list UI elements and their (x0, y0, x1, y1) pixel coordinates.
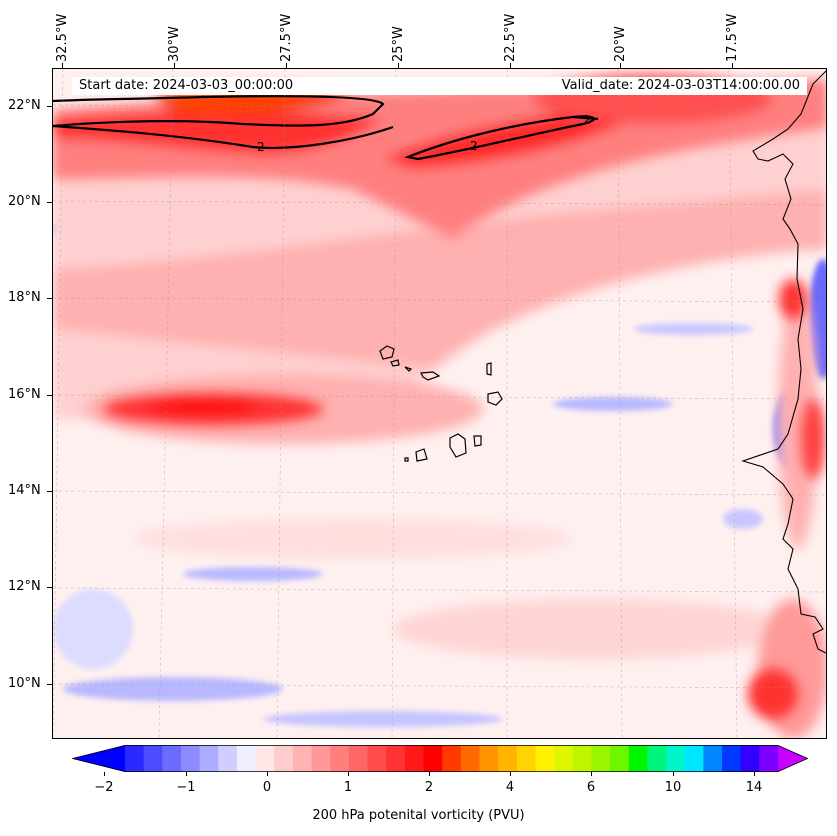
colorbar-tick (348, 772, 349, 776)
latitude-tick (47, 684, 52, 685)
longitude-tick (398, 63, 399, 68)
contour-label: 2 (257, 140, 265, 154)
colorbar-tick (510, 772, 511, 776)
longitude-label: 25°W (391, 26, 406, 62)
colorbar-segment (367, 745, 387, 772)
colorbar-segment (274, 745, 294, 772)
colorbar-segment (610, 745, 630, 772)
colorbar-segment (554, 745, 574, 772)
colorbar-segment (423, 745, 443, 772)
latitude-tick (47, 491, 52, 492)
longitude-tick (174, 63, 175, 68)
colorbar-tick-label: −1 (176, 780, 196, 795)
latitude-tick (47, 106, 52, 107)
african-coastline (741, 70, 826, 654)
colorbar-tick-label: −2 (94, 780, 114, 795)
latitude-label: 18°N (8, 290, 41, 305)
colorbar-segment (386, 745, 406, 772)
colorbar-segment (703, 745, 723, 772)
map-title-bar: Start date: 2024-03-03_00:00:00 Valid_da… (72, 77, 807, 95)
colorbar-segment (740, 745, 760, 772)
colorbar-segment (647, 745, 667, 772)
longitude-tick (62, 63, 63, 68)
longitude-tick (732, 63, 733, 68)
colorbar (72, 745, 808, 772)
colorbar-tick (267, 772, 268, 776)
latitude-tick (47, 587, 52, 588)
colorbar-segment (498, 745, 518, 772)
colorbar-segment (535, 745, 555, 772)
colorbar-tick (591, 772, 592, 776)
colorbar-tick (754, 772, 755, 776)
colorbar-tick-label: 6 (586, 780, 596, 795)
colorbar-segment (460, 745, 481, 772)
longitude-tick (620, 63, 621, 68)
colorbar-extend-max (778, 745, 808, 772)
longitude-label: 30°W (167, 26, 182, 62)
colorbar-segment (218, 745, 238, 772)
map-panel: 2 2 2 (52, 68, 827, 739)
longitude-label: 22.5°W (503, 13, 518, 62)
latitude-label: 20°N (8, 194, 41, 209)
longitude-label: 27.5°W (279, 13, 294, 62)
start-date-label: Start date: 2024-03-03_00:00:00 (79, 78, 294, 93)
colorbar-tick-label: 0 (262, 780, 272, 795)
latitude-label: 10°N (8, 676, 41, 691)
latitude-tick (47, 395, 52, 396)
valid-date-label: Valid_date: 2024-03-03T14:00:00.00 (561, 78, 800, 93)
longitude-label: 20°W (613, 26, 628, 62)
contour-label: 2 (583, 113, 591, 127)
colorbar-tick-label: 14 (745, 780, 763, 795)
colorbar-segment (516, 745, 537, 772)
latitude-label: 12°N (8, 579, 41, 594)
colorbar-tick (104, 772, 105, 776)
cape-verde-islands (379, 345, 503, 462)
colorbar-segment (591, 745, 611, 772)
colorbar-tick-label: 4 (505, 780, 515, 795)
pv-field-map: 2 2 2 (53, 69, 826, 738)
colorbar-segment (479, 745, 499, 772)
colorbar-segment (572, 745, 593, 772)
colorbar-segment (292, 745, 313, 772)
colorbar-tick (186, 772, 187, 776)
longitude-tick (510, 63, 511, 68)
colorbar-tick-label: 10 (664, 780, 682, 795)
colorbar-segment (666, 745, 686, 772)
colorbar-segment (759, 745, 779, 772)
colorbar-segment (628, 745, 648, 772)
contour-label: 2 (470, 139, 478, 153)
colorbar-tick-label: 2 (424, 780, 434, 795)
colorbar-segment (404, 745, 425, 772)
longitude-tick (286, 63, 287, 68)
colorbar-extend-min (72, 745, 125, 772)
longitude-label: 17.5°W (725, 13, 740, 62)
pv-2-contours (53, 95, 599, 161)
colorbar-segment (180, 745, 201, 772)
colorbar-segment (442, 745, 462, 772)
latitude-label: 16°N (8, 387, 41, 402)
longitude-label: 32.5°W (55, 13, 70, 62)
colorbar-tick (429, 772, 430, 776)
latitude-tick (47, 298, 52, 299)
colorbar-label: 200 hPa potenital vorticity (PVU) (312, 808, 525, 823)
colorbar-segment (199, 745, 219, 772)
latitude-tick (47, 202, 52, 203)
colorbar-outline (72, 745, 808, 772)
colorbar-tick (673, 772, 674, 776)
colorbar-segment (236, 745, 257, 772)
colorbar-segment (143, 745, 163, 772)
colorbar-tick-label: 1 (343, 780, 353, 795)
colorbar-segment (330, 745, 350, 772)
colorbar-segment (162, 745, 182, 772)
latitude-label: 22°N (8, 98, 41, 113)
colorbar-segment (348, 745, 369, 772)
colorbar-segment (722, 745, 742, 772)
colorbar-segment (255, 745, 275, 772)
moderate-pv-areas (53, 129, 826, 738)
latitude-label: 14°N (8, 483, 41, 498)
colorbar-segment (684, 745, 704, 772)
graticule (53, 69, 826, 738)
colorbar-segment (125, 745, 145, 772)
colorbar-segment (311, 745, 331, 772)
